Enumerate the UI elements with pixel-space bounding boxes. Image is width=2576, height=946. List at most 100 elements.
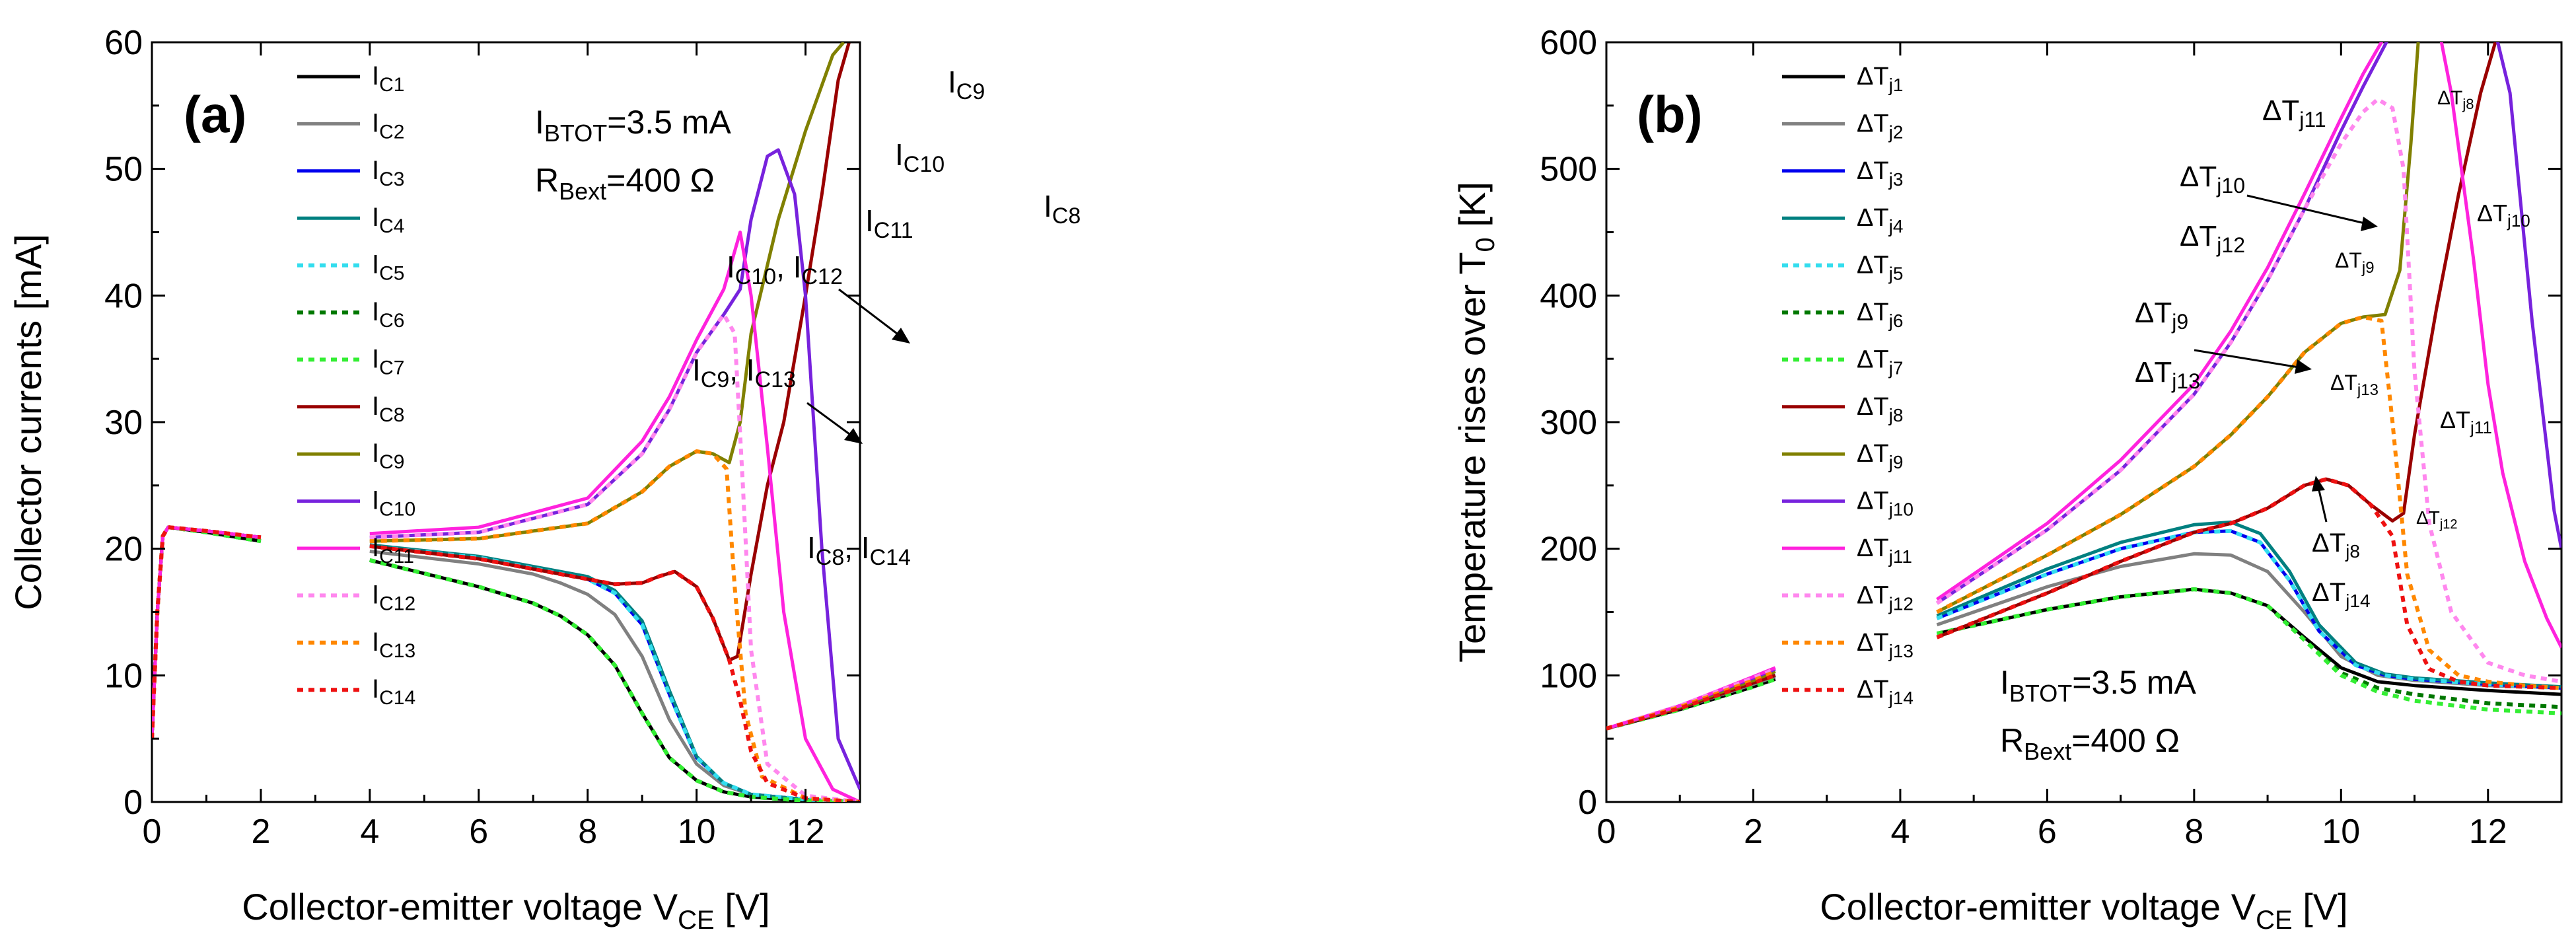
annotation-arrowhead-dtj10: [2361, 217, 2378, 231]
annotation-dtj12-left: ΔTj12: [2180, 220, 2245, 257]
annotation-ic9: IC9: [948, 65, 985, 104]
panel-a-legend: IC1 IC2 IC3 IC4 IC5 IC6 IC7 IC8 IC9 IC10 IC11 IC12 I…: [297, 61, 415, 709]
legend-label-j8: ΔTj8: [1857, 393, 1903, 425]
x-tick-label: 4: [1890, 813, 1910, 851]
panel-a-label: (a): [184, 85, 246, 143]
annotation-dtj8-mid: ΔTj8: [2312, 528, 2360, 562]
y-tick-label: 100: [1540, 657, 1597, 695]
panel-a-xlabel: Collector-emitter voltage VCE [V]: [242, 886, 769, 935]
annotation-arrowhead-dtj9: [2295, 359, 2312, 374]
panel-a-ylabel: Collector currents [mA]: [7, 234, 49, 610]
legend-label-j13: ΔTj13: [1857, 629, 1914, 661]
x-tick-label: 8: [2184, 813, 2203, 851]
x-tick-label: 6: [469, 813, 488, 851]
panel-a-param-ibtot: IBTOT=3.5 mA: [535, 104, 731, 147]
panel-b-series-group: [1606, 42, 2561, 731]
x-tick-label: 2: [1744, 813, 1763, 851]
y-tick-label: 30: [104, 404, 143, 442]
y-tick-label: 40: [104, 277, 143, 315]
panel-b-legend: ΔTj1 ΔTj2 ΔTj3 ΔTj4 ΔTj5 ΔTj6 ΔTj7 ΔTj8 ΔTj9 ΔTj1…: [1782, 63, 1914, 708]
legend-label-j10: ΔTj10: [1857, 488, 1914, 520]
annotation-dtj13-right: ΔTj13: [2330, 371, 2379, 399]
x-tick-label: 12: [2469, 813, 2507, 851]
panel-a-plot-frame: [151, 41, 861, 803]
panel-a-chart: 0 2 4 6 8 10 12 0 10 20 30 40 50 60 (a) Collector cur…: [7, 24, 1081, 935]
annotation-arrow-dtj10: [2246, 194, 2365, 225]
annotation-arrow-dtj9: [2194, 349, 2299, 369]
panel-b-axes: 0 2 4 6 8 10 12 0 100 200 300 400 500 600: [1540, 24, 2561, 851]
y-tick-label: 0: [124, 783, 143, 822]
annotation-dtj10-left: ΔTj10: [2180, 161, 2245, 198]
x-tick-label: 4: [360, 813, 379, 851]
y-tick-label: 0: [1578, 783, 1597, 822]
legend-label-c13: IC13: [372, 628, 415, 662]
x-tick-label: 8: [578, 813, 597, 851]
y-tick-label: 500: [1540, 151, 1597, 189]
annotation-ic9-ic13: IC9, IC13: [692, 353, 796, 392]
panel-b-xlabel: Collector-emitter voltage VCE [V]: [1820, 886, 2347, 935]
series-line-c10: [152, 148, 860, 790]
annotation-dtj14-mid: ΔTj14: [2312, 578, 2371, 611]
y-tick-label: 60: [104, 24, 143, 62]
x-tick-label: 0: [1597, 813, 1616, 851]
x-tick-label: 10: [2322, 813, 2360, 851]
annotation-ic10: IC10: [895, 137, 945, 177]
series-line-c14: [152, 525, 860, 802]
annotation-dtj11-left: ΔTj11: [2262, 94, 2326, 131]
y-tick-label: 600: [1540, 24, 1597, 62]
x-tick-label: 6: [2038, 813, 2057, 851]
annotation-dtj12-right: ΔTj12: [2416, 507, 2458, 532]
x-tick-label: 0: [143, 813, 162, 851]
annotation-dtj9-right: ΔTj9: [2335, 248, 2375, 277]
annotation-arrowhead-ic10-ic12: [892, 328, 910, 344]
panel-b-param-ibtot: IBTOT=3.5 mA: [2000, 664, 2196, 707]
annotation-ic8-ic14: IC8, IC14: [807, 530, 911, 570]
panel-a-series-group: [152, 42, 860, 802]
legend-label-c2: IC2: [372, 108, 404, 143]
legend-label-j14: ΔTj14: [1857, 676, 1914, 708]
legend-label-j11: ΔTj11: [1857, 534, 1912, 567]
y-tick-label: 300: [1540, 404, 1597, 442]
legend-label-c4: IC4: [372, 203, 404, 237]
panel-b-param-rbext: RBext=400 Ω: [2000, 722, 2180, 765]
x-tick-label: 10: [678, 813, 716, 851]
x-tick-label: 2: [251, 813, 270, 851]
annotation-dtj9-left: ΔTj9: [2135, 297, 2188, 334]
legend-label-c6: IC6: [372, 297, 404, 332]
series-line-j9: [1606, 42, 2420, 731]
panel-b-ylabel: Temperature rises over T0 [K]: [1451, 182, 1500, 663]
legend-label-c7: IC7: [372, 344, 404, 379]
y-tick-label: 50: [104, 151, 143, 189]
legend-label-j12: ΔTj12: [1857, 581, 1914, 614]
legend-label-c8: IC8: [372, 392, 404, 426]
series-line-c13: [152, 449, 860, 802]
legend-label-j3: ΔTj3: [1857, 157, 1903, 190]
legend-label-c14: IC14: [372, 674, 415, 709]
legend-label-j2: ΔTj2: [1857, 110, 1903, 142]
legend-label-j9: ΔTj9: [1857, 440, 1903, 472]
series-line-j10: [1606, 42, 2561, 731]
legend-label-c3: IC3: [372, 156, 404, 190]
panel-a-param-rbext: RBext=400 Ω: [535, 162, 715, 205]
annotation-arrow-ic9-ic13: [806, 402, 853, 437]
legend-label-c10: IC10: [372, 486, 415, 521]
series-line-c11: [152, 231, 860, 802]
legend-label-j5: ΔTj5: [1857, 252, 1903, 284]
panel-b-label: (b): [1637, 85, 1703, 143]
annotation-arrow-dtj8: [2317, 487, 2328, 523]
x-tick-label: 12: [787, 813, 825, 851]
legend-label-j1: ΔTj1: [1857, 63, 1903, 95]
legend-label-j7: ΔTj7: [1857, 346, 1903, 378]
legend-label-c12: IC12: [372, 580, 415, 614]
annotation-ic8: IC8: [1044, 189, 1081, 229]
legend-label-j6: ΔTj6: [1857, 299, 1903, 331]
panel-a-axes: 0 2 4 6 8 10 12 0 10 20 30 40 50 60: [104, 24, 860, 851]
y-tick-label: 20: [104, 530, 143, 569]
annotation-dtj13-left: ΔTj13: [2135, 356, 2200, 393]
legend-label-c11: IC11: [372, 533, 414, 567]
annotation-dtj8-top: ΔTj8: [2437, 87, 2474, 112]
legend-label-c5: IC5: [372, 250, 404, 285]
legend-label-j4: ΔTj4: [1857, 204, 1903, 236]
annotation-dtj11-right: ΔTj11: [2440, 406, 2492, 437]
